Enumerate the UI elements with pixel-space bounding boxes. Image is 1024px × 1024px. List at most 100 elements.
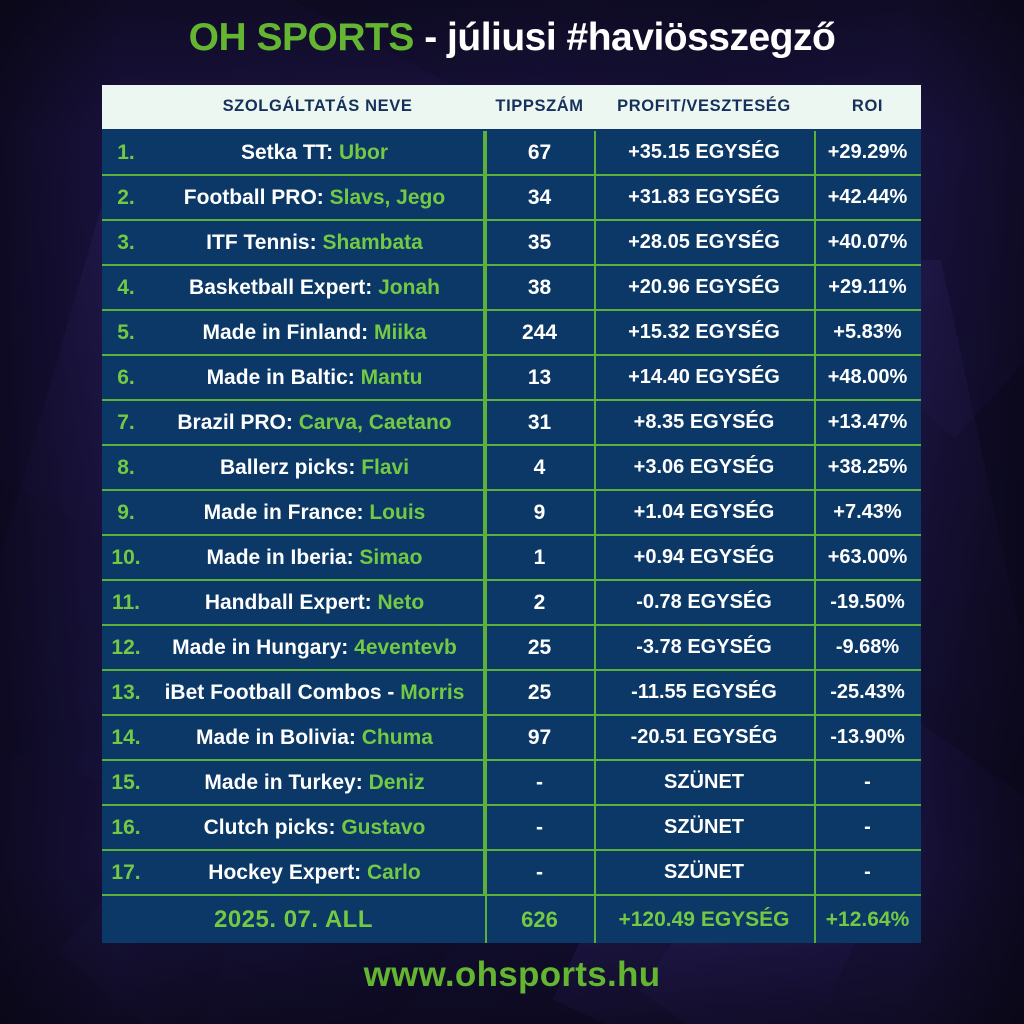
row-roi: +42.44% <box>814 174 921 220</box>
tipster-name: Deniz <box>368 770 425 794</box>
tipster-name: Gustavo <box>341 815 426 839</box>
service-label: Made in Bolivia: <box>196 725 362 749</box>
row-service-name: Handball Expert: Neto <box>150 579 485 625</box>
row-rank: 5. <box>102 309 150 355</box>
row-profit-loss: +20.96 EGYSÉG <box>594 264 814 310</box>
row-roi: - <box>814 804 921 850</box>
row-tip-count: 244 <box>485 309 594 355</box>
service-label: Brazil PRO: <box>177 410 299 434</box>
row-tip-count: 2 <box>485 579 594 625</box>
service-label: Basketball Expert: <box>189 275 379 299</box>
row-service-name: ITF Tennis: Shambata <box>150 219 485 265</box>
tipster-name: Flavi <box>361 455 410 479</box>
row-profit-loss: -20.51 EGYSÉG <box>594 714 814 760</box>
row-service-name: Setka TT: Ubor <box>150 129 485 175</box>
row-rank: 7. <box>102 399 150 445</box>
service-label: iBet Football Combos - <box>164 680 401 704</box>
service-label: Made in Hungary: <box>172 635 355 659</box>
row-service-name: iBet Football Combos - Morris <box>150 669 485 715</box>
row-profit-loss: SZÜNET <box>594 804 814 850</box>
row-roi: +5.83% <box>814 309 921 355</box>
row-profit-loss: +28.05 EGYSÉG <box>594 219 814 265</box>
row-roi: - <box>814 759 921 805</box>
service-label: Made in France: <box>203 500 370 524</box>
monthly-summary-table: SZOLGÁLTATÁS NEVE TIPPSZÁM PROFIT/VESZTE… <box>102 85 921 943</box>
row-roi: +48.00% <box>814 354 921 400</box>
tipster-name: Neto <box>377 590 425 614</box>
row-service-name: Made in Turkey: Deniz <box>150 759 485 805</box>
total-roi: +12.64% <box>814 894 921 943</box>
footer-url: www.ohsports.hu <box>363 955 661 994</box>
row-profit-loss: +15.32 EGYSÉG <box>594 309 814 355</box>
row-rank: 11. <box>102 579 150 625</box>
table-row: 5. Made in Finland: Miika 244 +15.32 EGYSÉG… <box>102 309 921 355</box>
tipster-name: Simao <box>359 545 423 569</box>
row-rank: 10. <box>102 534 150 580</box>
row-profit-loss: SZÜNET <box>594 849 814 895</box>
row-service-name: Basketball Expert: Jonah <box>150 264 485 310</box>
table-header: SZOLGÁLTATÁS NEVE TIPPSZÁM PROFIT/VESZTE… <box>102 85 921 130</box>
service-label: Setka TT: <box>240 140 340 164</box>
tipster-name: Slavs, Jego <box>329 185 446 209</box>
tipster-name: 4eventevb <box>354 635 457 659</box>
row-service-name: Made in Finland: Miika <box>150 309 485 355</box>
row-tip-count: 1 <box>485 534 594 580</box>
row-tip-count: 67 <box>485 129 594 175</box>
row-profit-loss: +0.94 EGYSÉG <box>594 534 814 580</box>
column-header-rank <box>102 85 150 130</box>
table-row: 12. Made in Hungary: 4eventevb 25 -3.78 EGY… <box>102 624 921 670</box>
table-row: 8. Ballerz picks: Flavi 4 +3.06 EGYSÉG +38.2… <box>102 444 921 490</box>
row-tip-count: 35 <box>485 219 594 265</box>
row-profit-loss: +31.83 EGYSÉG <box>594 174 814 220</box>
row-tip-count: 34 <box>485 174 594 220</box>
row-rank: 6. <box>102 354 150 400</box>
row-roi: +63.00% <box>814 534 921 580</box>
tipster-name: Miika <box>373 320 427 344</box>
row-rank: 13. <box>102 669 150 715</box>
row-profit-loss: SZÜNET <box>594 759 814 805</box>
column-header-profit: PROFIT/VESZTESÉG <box>594 85 814 130</box>
service-label: Handball Expert: <box>204 590 378 614</box>
row-roi: - <box>814 849 921 895</box>
tipster-name: Louis <box>369 500 426 524</box>
brand-name: OH SPORTS <box>188 16 415 59</box>
row-rank: 17. <box>102 849 150 895</box>
row-tip-count: 25 <box>485 669 594 715</box>
column-header-roi: ROI <box>814 85 921 130</box>
row-tip-count: - <box>485 759 594 805</box>
row-rank: 3. <box>102 219 150 265</box>
table-row: 3. ITF Tennis: Shambata 35 +28.05 EGYSÉG +40… <box>102 219 921 265</box>
row-service-name: Ballerz picks: Flavi <box>150 444 485 490</box>
row-roi: +29.11% <box>814 264 921 310</box>
table-body: 1. Setka TT: Ubor 67 +35.15 EGYSÉG +29.29% 2.… <box>102 129 921 943</box>
title-subtitle: - júliusi #haviösszegző <box>413 16 836 59</box>
table-row: 17. Hockey Expert: Carlo - SZÜNET - <box>102 849 921 895</box>
table-row: 4. Basketball Expert: Jonah 38 +20.96 EGYSÉ… <box>102 264 921 310</box>
row-rank: 1. <box>102 129 150 175</box>
row-roi: +40.07% <box>814 219 921 265</box>
total-tip-count: 626 <box>485 894 594 943</box>
tipster-name: Ubor <box>339 140 389 164</box>
table-row: 16. Clutch picks: Gustavo - SZÜNET - <box>102 804 921 850</box>
row-rank: 12. <box>102 624 150 670</box>
row-roi: -9.68% <box>814 624 921 670</box>
row-profit-loss: +14.40 EGYSÉG <box>594 354 814 400</box>
row-service-name: Hockey Expert: Carlo <box>150 849 485 895</box>
service-label: Hockey Expert: <box>208 860 368 884</box>
tipster-name: Shambata <box>322 230 423 254</box>
column-header-service: SZOLGÁLTATÁS NEVE <box>150 85 485 130</box>
table-header-row: SZOLGÁLTATÁS NEVE TIPPSZÁM PROFIT/VESZTE… <box>102 85 921 130</box>
bg-vignette-left <box>0 0 120 1024</box>
row-tip-count: 13 <box>485 354 594 400</box>
row-rank: 4. <box>102 264 150 310</box>
row-rank: 9. <box>102 489 150 535</box>
row-service-name: Clutch picks: Gustavo <box>150 804 485 850</box>
row-tip-count: - <box>485 849 594 895</box>
row-roi: +7.43% <box>814 489 921 535</box>
table-row: 1. Setka TT: Ubor 67 +35.15 EGYSÉG +29.29% <box>102 129 921 175</box>
row-rank: 8. <box>102 444 150 490</box>
row-roi: -19.50% <box>814 579 921 625</box>
row-service-name: Made in Bolivia: Chuma <box>150 714 485 760</box>
row-profit-loss: -3.78 EGYSÉG <box>594 624 814 670</box>
tipster-name: Jonah <box>378 275 440 299</box>
